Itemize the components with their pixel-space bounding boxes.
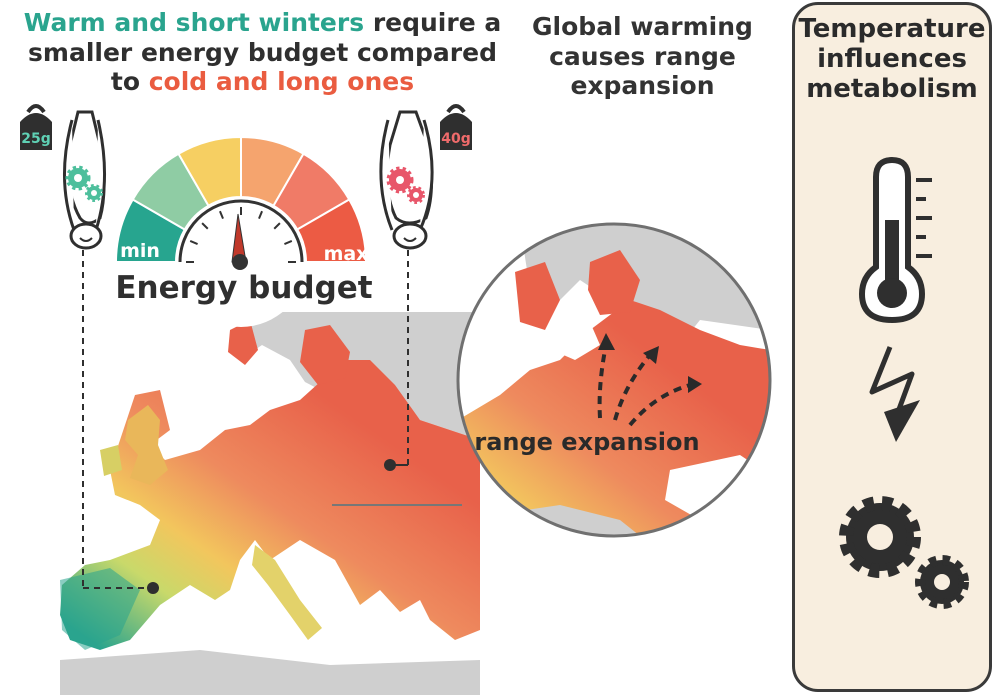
energy-gauge: min max Energy budget [114, 135, 373, 327]
bat-right: 40g [379, 104, 472, 471]
gauge-tick [219, 210, 224, 219]
weight-left-label: 25g [21, 131, 51, 147]
expansion-arrowheads [598, 333, 702, 393]
gauge-tick [258, 210, 263, 219]
gauge-min-label: min [120, 240, 160, 262]
lightning-icon [869, 346, 920, 442]
gauge-tick [189, 240, 198, 245]
gears-icon [839, 496, 969, 609]
ireland-shape [100, 445, 122, 476]
gauge-dial [178, 199, 304, 263]
gauge-segments [114, 135, 368, 263]
norway-south-shape [228, 320, 258, 365]
headline: Warm and short winters require a smaller… [10, 8, 515, 97]
weight-left-icon [20, 113, 52, 150]
british-isles-shape [125, 405, 168, 485]
gauge-ticks [186, 207, 296, 263]
weight-right-icon [440, 113, 472, 150]
gear-right-icon [386, 166, 425, 204]
continent-shape [60, 360, 480, 650]
finland-shape [300, 325, 350, 385]
bat-left-body [62, 110, 107, 250]
gear-left-icon [65, 165, 103, 202]
gauge-tick [284, 240, 293, 245]
gauge-tick [201, 222, 209, 230]
zoom-circle: range expansion [456, 222, 772, 538]
africa-shape [60, 650, 480, 695]
panel-title: Temperature influences metabolism [798, 14, 986, 104]
zoom-sea [552, 322, 600, 360]
global-warming-text: Global warming causes range expansion [532, 12, 753, 100]
gauge-max-label: max [324, 243, 369, 265]
range-expansion-label: range expansion [474, 428, 699, 456]
zoom-finland [588, 250, 640, 315]
thermometer-icon [858, 156, 932, 324]
weight-right-label: 40g [441, 131, 471, 147]
gauge-tick [273, 222, 281, 230]
metabolism-panel: Temperature influences metabolism [792, 2, 992, 692]
panel-icons [839, 156, 969, 609]
headline-warm-short: Warm and short winters [23, 8, 365, 37]
gauge-pivot [232, 254, 248, 270]
zoom-sweden [515, 262, 560, 330]
energy-budget-title: Energy budget [115, 270, 372, 306]
europe-map [60, 312, 480, 695]
headline-cold-long: cold and long ones [148, 67, 415, 96]
bat-left: 25g [20, 104, 159, 594]
expansion-arrows [597, 344, 691, 427]
italy-shape [252, 545, 322, 640]
headline-middle: require a smaller energy budget compared… [28, 8, 502, 96]
